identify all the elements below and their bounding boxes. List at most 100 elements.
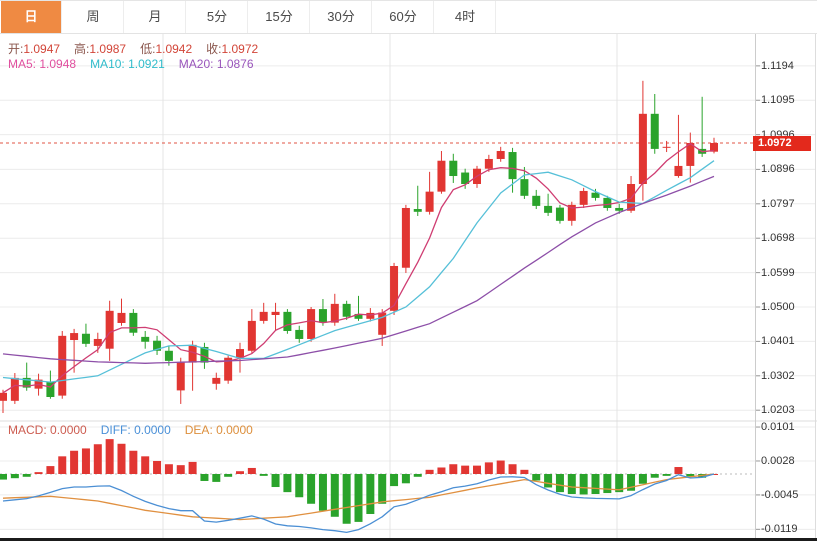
axis-tick-label: 1.0797 xyxy=(761,197,795,210)
candle-body xyxy=(567,204,576,221)
tab-timeframe-2[interactable]: 周 xyxy=(62,1,124,33)
macd-histogram-bar xyxy=(484,462,493,474)
candle-body xyxy=(555,207,564,221)
candle-body xyxy=(484,158,493,169)
candle-body xyxy=(413,209,422,212)
candle-body xyxy=(129,312,138,333)
candle-body xyxy=(579,190,588,205)
macd-histogram-bar xyxy=(638,474,647,484)
macd-histogram-bar xyxy=(176,465,185,474)
candle-body xyxy=(378,312,387,335)
tab-timeframe-8[interactable]: 4时 xyxy=(434,1,496,33)
candle-body xyxy=(449,160,458,177)
tab-timeframe-4[interactable]: 5分 xyxy=(186,1,248,33)
macd-histogram-bar xyxy=(318,474,327,511)
open-label: 开: xyxy=(8,42,24,56)
macd-histogram-bar xyxy=(627,474,636,491)
tab-timeframe-6[interactable]: 30分 xyxy=(310,1,372,33)
macd-histogram-bar xyxy=(615,474,624,493)
candle-body xyxy=(437,160,446,192)
ma-readout: MA5: 1.0948 MA10: 1.0921 MA20: 1.0876 xyxy=(8,57,254,71)
ma20-line xyxy=(2,175,715,364)
candle-body xyxy=(342,303,351,317)
macd-histogram-bar xyxy=(390,474,399,487)
candle-body xyxy=(70,333,79,341)
candle-body xyxy=(532,195,541,206)
ma5-value: 1.0948 xyxy=(39,57,77,71)
candle-body xyxy=(686,143,695,166)
candle-body xyxy=(164,350,173,361)
macd-histogram-bar xyxy=(164,464,173,474)
macd-histogram-bar xyxy=(342,474,351,524)
ma5-line xyxy=(2,142,715,394)
candle-body xyxy=(318,309,327,323)
tab-timeframe-1[interactable]: 日 xyxy=(0,1,62,33)
macd-histogram-bar xyxy=(117,443,126,474)
candle-body xyxy=(153,340,162,351)
tab-timeframe-7[interactable]: 60分 xyxy=(372,1,434,33)
candle-body xyxy=(0,392,7,401)
axis-tick-label: 1.0302 xyxy=(761,369,795,382)
candle-body xyxy=(330,303,339,323)
candle-body xyxy=(46,381,55,397)
macd-histogram-bar xyxy=(366,474,375,514)
macd-histogram-bar xyxy=(686,474,695,477)
macd-histogram-bar xyxy=(0,474,7,480)
low-value: 1.0942 xyxy=(155,42,193,56)
close-value: 1.0972 xyxy=(221,42,259,56)
close-label: 收: xyxy=(206,42,222,56)
candle-body xyxy=(212,377,221,384)
macd-histogram-bar xyxy=(271,474,280,488)
macd-histogram-bar xyxy=(129,450,138,474)
macd-histogram-bar xyxy=(283,474,292,493)
tab-timeframe-3[interactable]: 月 xyxy=(124,1,186,33)
macd-histogram-bar xyxy=(34,472,43,474)
macd-histogram-bar xyxy=(378,474,387,504)
candle-body xyxy=(650,113,659,149)
candle-body xyxy=(461,172,470,185)
macd-value: 0.0000 xyxy=(50,423,87,437)
candle-body xyxy=(22,377,31,388)
macd-label: MACD: xyxy=(8,423,47,437)
ma10-line xyxy=(2,160,715,383)
macd-histogram-bar xyxy=(105,439,114,474)
axis-tick-label: 0.0028 xyxy=(761,454,795,467)
candle-body xyxy=(224,357,233,381)
candle-body xyxy=(93,338,102,346)
high-value: 1.0987 xyxy=(89,42,127,56)
macd-histogram-bar xyxy=(153,460,162,474)
macd-histogram-bar xyxy=(307,474,316,504)
macd-histogram-bar xyxy=(295,474,304,498)
ma20-value: 1.0876 xyxy=(216,57,254,71)
ohlc-readout: 开:1.0947 高:1.0987 低:1.0942 收:1.0972 xyxy=(8,40,258,57)
macd-histogram-bar xyxy=(401,474,410,484)
candle-body xyxy=(10,377,19,401)
axis-tick-label: 1.0203 xyxy=(761,404,795,417)
macd-histogram-bar xyxy=(437,467,446,474)
macd-histogram-bar xyxy=(473,465,481,474)
candle-body xyxy=(496,150,505,159)
diff-value: 0.0000 xyxy=(134,423,171,437)
axis-tick-label: 1.0698 xyxy=(761,232,795,245)
macd-histogram-bar xyxy=(425,469,434,474)
macd-histogram-bar xyxy=(413,474,422,477)
candle-body xyxy=(591,192,600,198)
dea-value: 0.0000 xyxy=(216,423,253,437)
axis-tick-label: 1.0896 xyxy=(761,163,795,176)
macd-histogram-bar xyxy=(70,450,79,474)
timeframe-tab-bar: 日周月 5分 15分 30分 60分 4时 xyxy=(0,1,817,34)
current-price-tag: 1.0972 xyxy=(753,136,811,151)
high-label: 高: xyxy=(74,42,90,56)
macd-histogram-bar xyxy=(591,474,600,494)
ma5-label: MA5: xyxy=(8,57,37,71)
macd-histogram-bar xyxy=(330,474,339,517)
macd-readout: MACD: 0.0000 DIFF: 0.0000 DEA: 0.0000 xyxy=(8,423,253,437)
candle-body xyxy=(710,143,718,152)
macd-histogram-bar xyxy=(354,474,363,522)
tab-timeframe-5[interactable]: 15分 xyxy=(248,1,310,33)
dif-line xyxy=(2,473,715,534)
macd-histogram-bar xyxy=(259,474,268,476)
candle-body xyxy=(295,329,304,339)
candle-body xyxy=(200,346,209,363)
